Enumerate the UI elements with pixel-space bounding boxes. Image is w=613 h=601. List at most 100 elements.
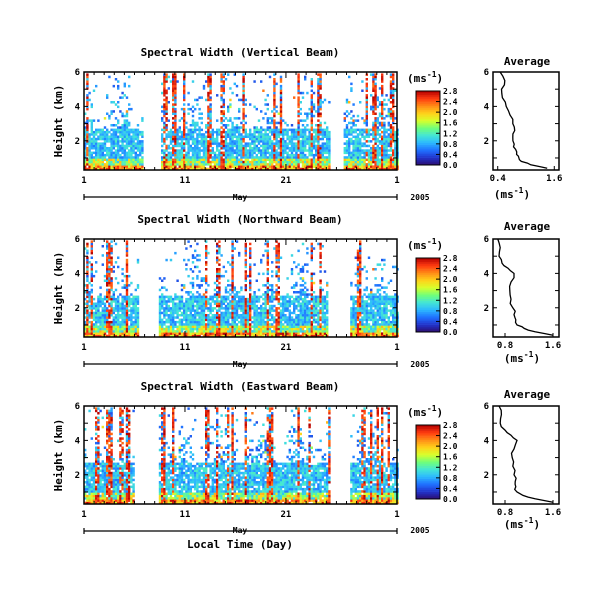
heatmap-cell [106,265,109,269]
heatmap-cell [293,320,296,324]
heatmap-cell [183,258,186,262]
heatmap-cell [95,309,98,312]
heatmap-cell [99,147,102,150]
heatmap-cell [354,128,357,132]
heatmap-cell [376,156,379,159]
heatmap-cell [392,130,395,134]
heatmap-cell [110,277,113,280]
heatmap-cell [271,167,274,171]
heatmap-cell [251,300,254,303]
colorbar-segment [416,131,440,134]
colorbar-segment [416,155,440,158]
heatmap-cell [97,135,100,138]
heatmap-cell [277,140,280,143]
heatmap-cell [86,103,89,106]
heatmap-cell [222,300,225,303]
heatmap-cell [257,327,261,331]
heatmap-cell [365,163,368,166]
heatmap-cell [381,110,384,113]
heatmap-cell [189,130,192,134]
heatmap-cell [86,279,89,282]
heatmap-cell [365,133,368,136]
heatmap-cell [275,121,278,125]
heatmap-cell [139,167,142,171]
heatmap-cell [103,320,107,324]
heatmap-cell [198,286,201,289]
heatmap-cell [365,89,368,92]
heatmap-cell [86,304,89,308]
heatmap-cell [301,314,305,317]
heatmap-cell [174,78,177,81]
heatmap-cell [169,295,173,299]
heatmap-cell [284,165,287,168]
heatmap-cell [112,142,115,145]
heatmap-cell [350,126,353,129]
heatmap-cell [130,163,133,166]
heatmap-cell [319,107,322,111]
heatmap-cell [229,137,232,141]
heatmap-cell [253,105,256,109]
heatmap-cell [99,295,102,299]
heatmap-cell [196,300,199,303]
heatmap-cell [297,297,300,301]
heatmap-cell [251,158,254,161]
heatmap-cell [392,163,395,166]
heatmap-cell [301,316,305,319]
heatmap-cell [279,311,283,315]
heatmap-cell [163,124,166,127]
heatmap-cell [394,163,397,166]
heatmap-cell [288,142,291,145]
heatmap-cell [277,316,280,319]
colorbar-segment [416,124,440,127]
heatmap-cell [121,316,124,319]
heatmap-cell [112,323,115,326]
heatmap-cell [196,142,199,145]
heatmap-cell [323,165,327,168]
heatmap-cell [262,316,265,319]
heatmap-cell [183,110,186,113]
heatmap-cell [301,311,305,315]
heatmap-cell [299,270,302,273]
heatmap-cell [216,318,219,322]
heatmap-cell [279,98,283,102]
heatmap-cell [227,165,230,168]
heatmap-cell [169,167,173,171]
heatmap-cell [293,163,296,166]
heatmap-cell [207,151,210,155]
heatmap-cell [128,167,131,171]
heatmap-cell [112,163,115,166]
heatmap-cell [365,110,368,113]
heatmap-cell [233,128,236,132]
heatmap-cell [266,263,269,266]
heatmap-cell [233,158,236,161]
heatmap-cell [117,332,120,335]
heatmap-cell [108,265,111,269]
heatmap-cell [205,137,208,141]
heatmap-cell [205,295,208,299]
heatmap-cell [354,160,357,164]
heatmap-cell [229,103,232,106]
heatmap-cell [242,89,245,92]
heatmap-cell [158,295,162,299]
heatmap-cell [183,318,186,322]
heatmap-cell [282,295,285,299]
heatmap-cell [264,140,267,143]
heatmap-cell [123,130,126,134]
heatmap-cell [290,140,294,143]
heatmap-cell [279,91,283,95]
heatmap-cell [106,270,109,273]
heatmap-cell [297,330,300,333]
heatmap-cell [286,277,289,280]
heatmap-cell [209,110,212,113]
heatmap-cell [227,156,230,159]
heatmap-cell [253,135,256,138]
heatmap-cell [191,151,195,155]
heatmap-cell [257,149,261,152]
heatmap-cell [218,318,221,322]
heatmap-cell [275,135,278,138]
heatmap-cell [132,323,135,326]
heatmap-cell [194,249,197,253]
heatmap-cell [240,126,243,129]
heatmap-cell [275,314,278,317]
heatmap-cell [123,160,126,164]
